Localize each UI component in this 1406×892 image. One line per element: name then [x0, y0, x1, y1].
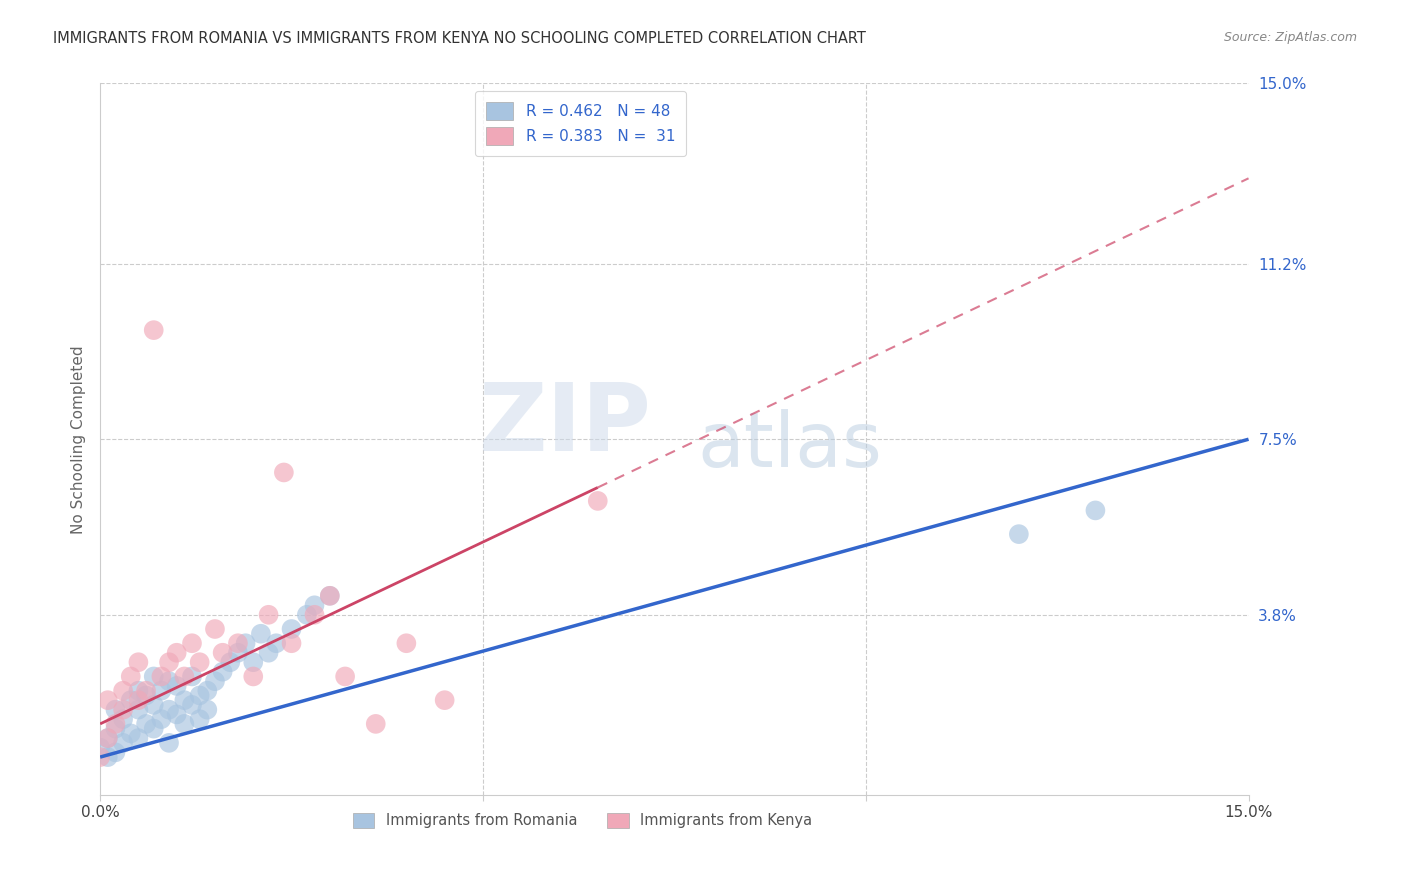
- Point: [112, 712, 135, 726]
- Point: [204, 674, 226, 689]
- Point: [181, 669, 204, 683]
- Point: [142, 722, 165, 736]
- Point: [97, 693, 120, 707]
- Point: [280, 622, 302, 636]
- Point: [280, 636, 302, 650]
- Point: [1008, 527, 1031, 541]
- Point: [257, 646, 280, 660]
- Point: [112, 736, 135, 750]
- Point: [586, 494, 609, 508]
- Point: [135, 683, 157, 698]
- Text: IMMIGRANTS FROM ROMANIA VS IMMIGRANTS FROM KENYA NO SCHOOLING COMPLETED CORRELAT: IMMIGRANTS FROM ROMANIA VS IMMIGRANTS FR…: [53, 31, 866, 46]
- Point: [135, 689, 157, 703]
- Point: [142, 323, 165, 337]
- Point: [433, 693, 456, 707]
- Point: [127, 655, 149, 669]
- Point: [304, 607, 326, 622]
- Legend: Immigrants from Romania, Immigrants from Kenya: Immigrants from Romania, Immigrants from…: [347, 807, 818, 834]
- Point: [257, 607, 280, 622]
- Point: [364, 717, 387, 731]
- Point: [104, 703, 127, 717]
- Point: [142, 698, 165, 712]
- Point: [127, 703, 149, 717]
- Point: [273, 466, 295, 480]
- Point: [135, 717, 157, 731]
- Point: [127, 693, 149, 707]
- Point: [181, 636, 204, 650]
- Point: [150, 683, 173, 698]
- Point: [150, 712, 173, 726]
- Point: [166, 679, 188, 693]
- Point: [188, 689, 211, 703]
- Point: [1084, 503, 1107, 517]
- Point: [304, 599, 326, 613]
- Point: [120, 693, 142, 707]
- Text: atlas: atlas: [697, 409, 882, 483]
- Point: [211, 665, 233, 679]
- Point: [195, 703, 218, 717]
- Point: [250, 626, 273, 640]
- Point: [120, 669, 142, 683]
- Point: [211, 646, 233, 660]
- Point: [120, 726, 142, 740]
- Point: [188, 712, 211, 726]
- Point: [166, 707, 188, 722]
- Point: [150, 669, 173, 683]
- Text: ZIP: ZIP: [478, 379, 651, 471]
- Point: [104, 722, 127, 736]
- Point: [142, 669, 165, 683]
- Point: [127, 731, 149, 745]
- Point: [319, 589, 342, 603]
- Point: [188, 655, 211, 669]
- Point: [166, 646, 188, 660]
- Point: [173, 669, 195, 683]
- Point: [97, 731, 120, 745]
- Point: [104, 745, 127, 759]
- Point: [157, 736, 180, 750]
- Point: [395, 636, 418, 650]
- Point: [226, 636, 249, 650]
- Point: [157, 703, 180, 717]
- Point: [89, 740, 111, 755]
- Point: [173, 717, 195, 731]
- Point: [127, 683, 149, 698]
- Point: [181, 698, 204, 712]
- Point: [235, 636, 257, 650]
- Point: [157, 655, 180, 669]
- Point: [219, 655, 242, 669]
- Y-axis label: No Schooling Completed: No Schooling Completed: [72, 345, 86, 533]
- Point: [112, 683, 135, 698]
- Point: [319, 589, 342, 603]
- Point: [173, 693, 195, 707]
- Point: [295, 607, 318, 622]
- Point: [226, 646, 249, 660]
- Point: [97, 731, 120, 745]
- Point: [264, 636, 287, 650]
- Point: [104, 717, 127, 731]
- Point: [242, 655, 264, 669]
- Point: [195, 683, 218, 698]
- Point: [157, 674, 180, 689]
- Point: [333, 669, 356, 683]
- Point: [89, 750, 111, 764]
- Point: [242, 669, 264, 683]
- Point: [97, 750, 120, 764]
- Point: [112, 703, 135, 717]
- Text: Source: ZipAtlas.com: Source: ZipAtlas.com: [1223, 31, 1357, 45]
- Point: [204, 622, 226, 636]
